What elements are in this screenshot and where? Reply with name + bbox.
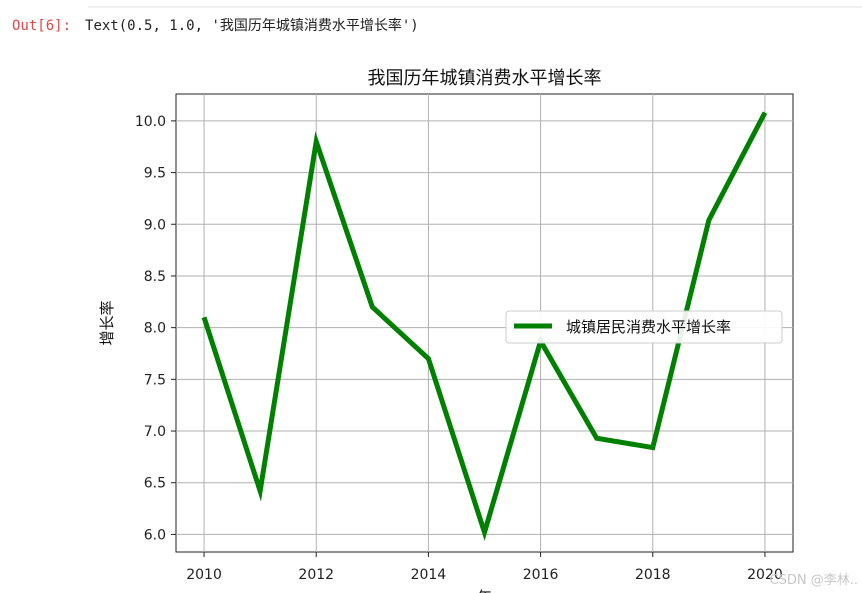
y-tick-label: 6.5	[144, 476, 166, 492]
series-layer	[201, 111, 768, 541]
watermark: CSDN @李林..	[770, 573, 858, 588]
y-tick-label: 9.0	[144, 217, 166, 233]
x-tick-label: 2016	[523, 567, 559, 583]
x-tick-label: 2018	[635, 567, 671, 583]
legend-label: 城镇居民消费水平增长率	[566, 318, 731, 336]
y-tick-label: 9.5	[144, 166, 166, 182]
x-tick-label: 2010	[186, 567, 222, 583]
y-axis-label: 增长率	[98, 300, 116, 345]
y-tick-label: 8.5	[144, 269, 166, 285]
axis-ticks: 2010 2012 2014 2016 2018 2020 6.0 6.5 7.0 7.5 8.0 8…	[135, 114, 783, 583]
y-tick-label: 7.0	[144, 424, 166, 440]
chart-title: 我国历年城镇消费水平增长率	[368, 68, 602, 89]
y-tick-label: 6.0	[144, 527, 166, 543]
series-line	[201, 111, 768, 541]
x-tick-label: 2014	[411, 567, 447, 583]
legend-box	[505, 310, 783, 344]
legend: 城镇居民消费水平增长率	[505, 310, 783, 344]
output-row: Out[6]: Text(0.5, 1.0, '我国历年城镇消费水平增长率')	[12, 16, 419, 36]
y-tick-label: 10.0	[135, 114, 166, 130]
y-tick-label: 8.0	[144, 321, 166, 337]
x-tick-label: 2020	[747, 567, 783, 583]
output-text: Text(0.5, 1.0, '我国历年城镇消费水平增长率')	[85, 18, 419, 34]
x-tick-label: 2012	[298, 567, 334, 583]
x-axis-label: 年	[477, 588, 492, 593]
output-prompt: Out[6]:	[12, 18, 72, 34]
cell-top-divider	[88, 6, 862, 8]
y-tick-label: 7.5	[144, 372, 166, 388]
